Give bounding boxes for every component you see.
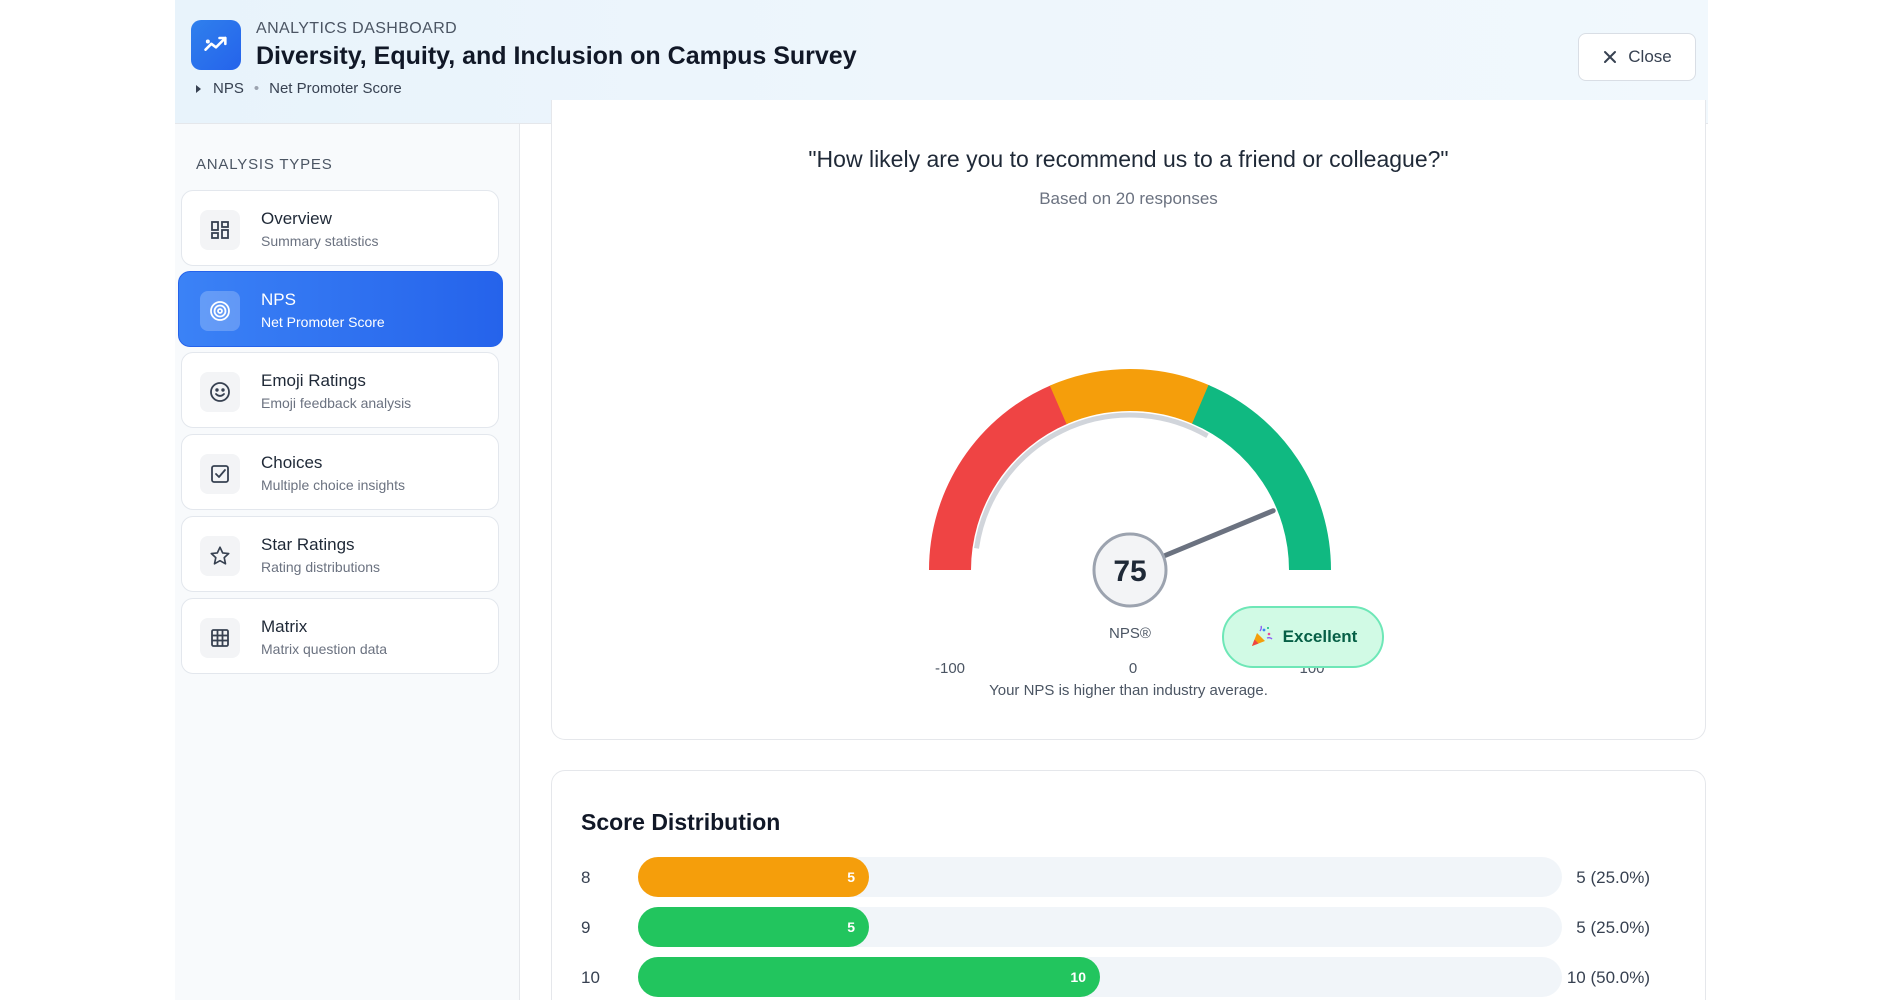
gauge-mid-label: 0: [1129, 660, 1137, 677]
gauge-arc-passive: [1049, 368, 1211, 425]
nps-rating-badge: Excellent: [1222, 606, 1384, 668]
target-icon: [200, 291, 240, 331]
sidebar-item-label: Star Ratings: [261, 535, 355, 554]
gauge-min-label: -100: [935, 660, 965, 677]
breadcrumb: NPS • Net Promoter Score: [195, 80, 402, 97]
sidebar-item-label: Choices: [261, 453, 323, 472]
close-icon: [1604, 51, 1617, 63]
distribution-score-label: 10: [581, 968, 600, 987]
sidebar-item-subtitle: Multiple choice insights: [261, 477, 405, 493]
sidebar-item-subtitle: Summary statistics: [261, 233, 379, 249]
gauge-arc-detractor: [929, 384, 1069, 571]
breadcrumb-separator: •: [253, 80, 260, 97]
caret-right-icon: [196, 84, 201, 93]
checkbox-icon: [200, 454, 240, 494]
distribution-bar: [638, 957, 1100, 997]
sidebar-item-label: NPS: [261, 290, 296, 309]
response-count: Based on 20 responses: [1039, 189, 1218, 208]
sidebar-item-nps[interactable]: NPS Net Promoter Score: [178, 271, 503, 347]
distribution-score-label: 9: [581, 918, 590, 937]
score-distribution-chart: 8 5 5 (25.0%) 9 5 5 (25.0%) 10 10 10 (50.0%): [581, 857, 1650, 997]
distribution-bar-value: 5: [847, 869, 855, 885]
star-icon: [200, 536, 240, 576]
smiley-icon: [200, 372, 240, 412]
distribution-count-percent: 5 (25.0%): [1576, 918, 1650, 937]
close-button[interactable]: Close: [1578, 33, 1696, 81]
nps-score: 75: [1113, 555, 1146, 588]
nps-label: NPS®: [1109, 625, 1151, 642]
sidebar-item-subtitle: Rating distributions: [261, 559, 381, 575]
page-title: Diversity, Equity, and Inclusion on Camp…: [256, 42, 857, 70]
analytics-modal: ANALYTICS DASHBOARD Diversity, Equity, a…: [175, 0, 1708, 1000]
breadcrumb-item-nps-full: Net Promoter Score: [269, 80, 402, 97]
distribution-count-percent: 5 (25.0%): [1576, 868, 1650, 887]
header-eyebrow: ANALYTICS DASHBOARD: [256, 20, 458, 37]
sidebar-item-label: Matrix: [261, 617, 308, 636]
table-grid-icon: [200, 618, 240, 658]
nps-gauge: 75 NPS® -100 0 100: [929, 368, 1331, 677]
trend-logo-icon: [191, 20, 241, 70]
distribution-score-label: 8: [581, 868, 590, 887]
breadcrumb-item-nps[interactable]: NPS: [213, 80, 244, 97]
grid-icon: [200, 210, 240, 250]
distribution-bar-track: [638, 907, 1562, 947]
sidebar-item-emoji-ratings[interactable]: Emoji Ratings Emoji feedback analysis: [181, 352, 499, 428]
nps-rating-label: Excellent: [1282, 627, 1358, 646]
gauge-inner-track: [974, 412, 1209, 549]
sidebar-item-label: Overview: [261, 209, 332, 228]
sidebar-item-label: Emoji Ratings: [261, 371, 366, 390]
sidebar-item-overview[interactable]: Overview Summary statistics: [181, 190, 499, 266]
distribution-bar: [638, 857, 869, 897]
nps-gauge-card: "How likely are you to recommend us to a…: [551, 100, 1706, 740]
nps-benchmark-note: Your NPS is higher than industry average…: [989, 682, 1268, 699]
gauge-arc-promoter: [1191, 384, 1331, 571]
party-popper-icon: [1251, 625, 1273, 646]
gauge-score-circle: [1092, 532, 1168, 608]
score-distribution-card: Score Distribution 8 5 5 (25.0%) 9 5 5 (25.0%…: [551, 770, 1706, 1000]
sidebar-item-matrix[interactable]: Matrix Matrix question data: [181, 598, 499, 674]
sidebar-heading: ANALYSIS TYPES: [196, 156, 333, 173]
close-button-label: Close: [1628, 47, 1672, 66]
distribution-bar: [638, 907, 869, 947]
distribution-count-percent: 10 (50.0%): [1567, 968, 1650, 987]
distribution-bar-value: 5: [847, 919, 855, 935]
distribution-title: Score Distribution: [581, 809, 781, 835]
sidebar: ANALYSIS TYPES Overview Summary statisti…: [175, 124, 520, 1000]
distribution-bar-value: 10: [1070, 969, 1086, 985]
gauge-needle: [1162, 508, 1276, 558]
sidebar-item-choices[interactable]: Choices Multiple choice insights: [181, 434, 499, 510]
sidebar-item-subtitle: Matrix question data: [261, 641, 388, 657]
sidebar-item-subtitle: Net Promoter Score: [261, 314, 385, 330]
sidebar-item-subtitle: Emoji feedback analysis: [261, 395, 412, 411]
distribution-bar-track: [638, 857, 1562, 897]
sidebar-item-star-ratings[interactable]: Star Ratings Rating distributions: [181, 516, 499, 592]
nps-question: "How likely are you to recommend us to a…: [808, 146, 1449, 172]
